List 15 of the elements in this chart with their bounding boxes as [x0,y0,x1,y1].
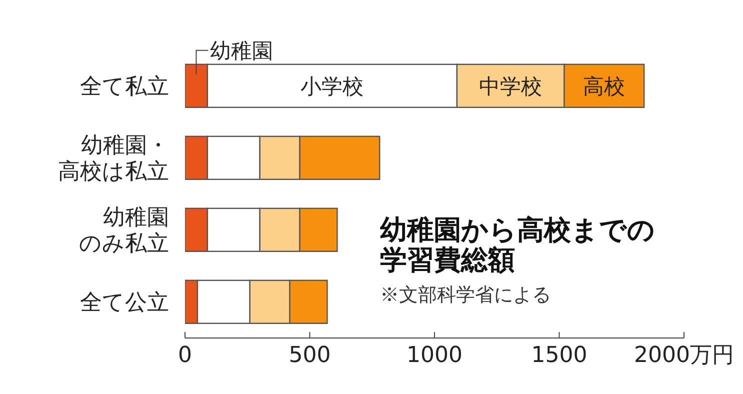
x-tick-label: 1500 [531,343,588,368]
series-label: 小学校 [300,74,364,98]
y-tick-label: 幼稚園・高校は私立 [58,134,169,185]
annotation: ※文部科学省による [380,283,552,308]
x-tick-label: 500 [288,343,331,368]
x-tick-label: 0 [178,343,192,368]
y-tick-label: 幼稚園 のみ私立 [79,206,169,257]
text: 幼稚園から高校までの学習費総額 [380,215,656,276]
y-tick-label: 全て公立 [80,290,169,316]
series-label: 中学校 [479,74,542,98]
y-tick-label: 全て私立 [80,74,169,100]
x-tick-label: 2000万円 [634,343,734,368]
x-tick-label: 1000 [406,343,462,368]
series-label: 幼稚園 [210,38,274,63]
series-label: 高校 [583,74,626,98]
